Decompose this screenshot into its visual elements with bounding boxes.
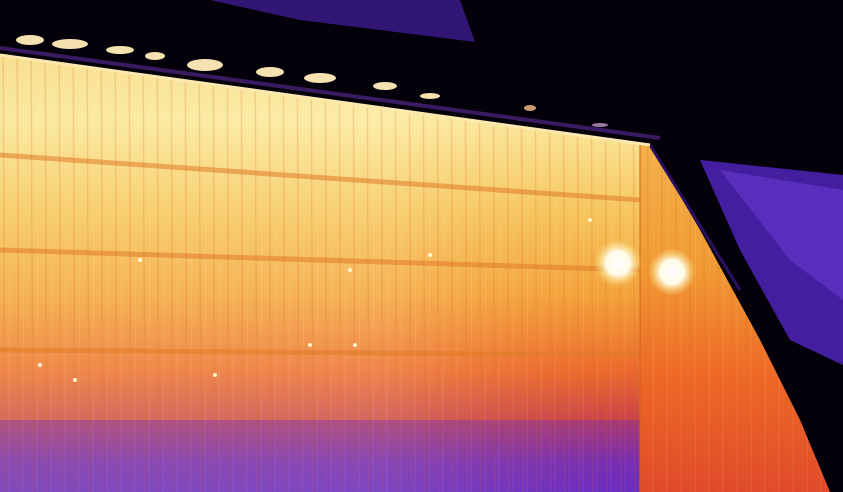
roof-edge xyxy=(210,0,475,42)
panel-top-edge xyxy=(0,53,651,147)
cell-rows xyxy=(0,152,641,358)
debris xyxy=(16,35,608,127)
hot-spot xyxy=(648,248,696,296)
speckles xyxy=(38,218,592,382)
cool-zone xyxy=(0,420,640,492)
roof-surface-light xyxy=(720,170,843,300)
frame-edge xyxy=(648,144,742,291)
hot-spot xyxy=(594,239,642,287)
frame-top xyxy=(0,46,661,140)
